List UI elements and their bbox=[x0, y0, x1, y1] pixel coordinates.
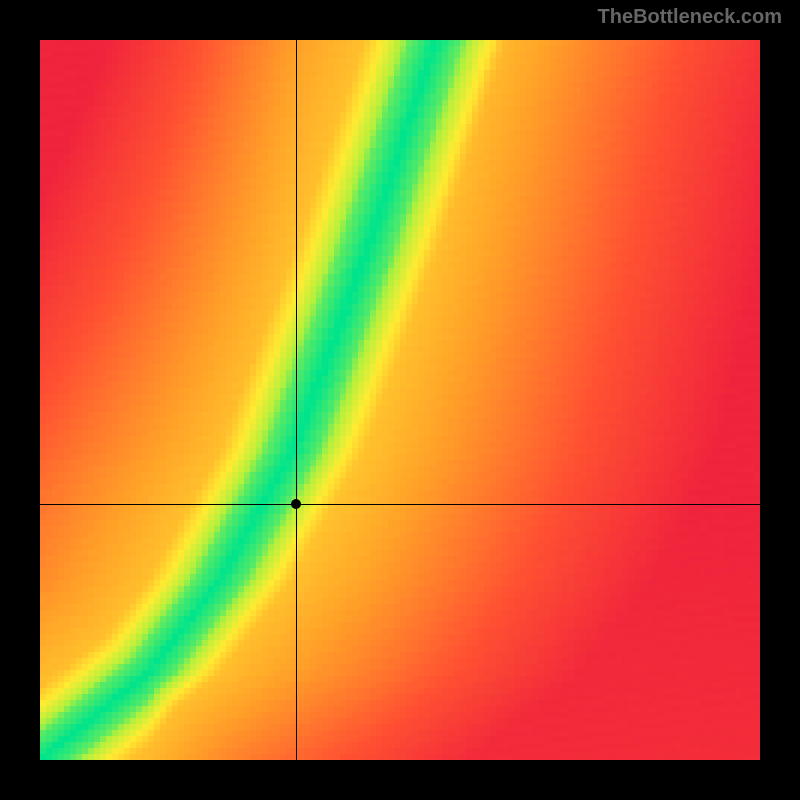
bottleneck-heatmap bbox=[40, 40, 760, 760]
crosshair-horizontal bbox=[40, 504, 760, 505]
crosshair-vertical bbox=[296, 40, 297, 760]
watermark-text: TheBottleneck.com bbox=[598, 6, 782, 29]
chart-container: TheBottleneck.com bbox=[0, 0, 800, 800]
marker-dot bbox=[291, 499, 301, 509]
